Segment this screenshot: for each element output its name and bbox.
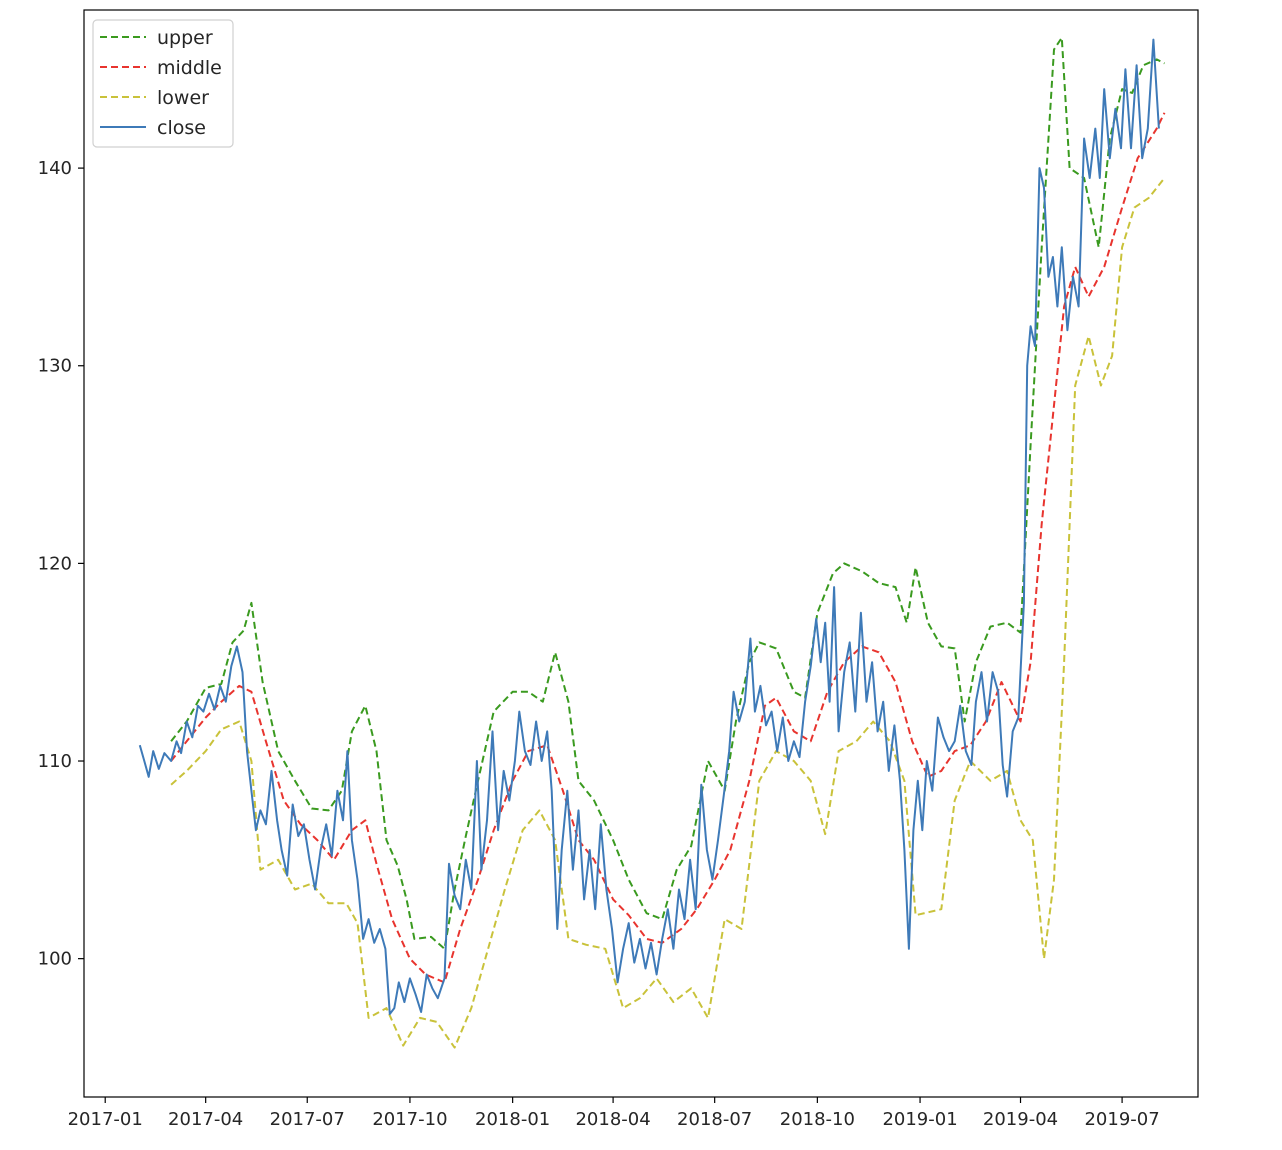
x-tick-label: 2017-10 (372, 1109, 447, 1130)
y-axis: 100 110 120 130 140 (38, 158, 84, 970)
legend-label-close: close (157, 117, 206, 139)
plot-frame (83, 9, 1199, 1098)
legend-label-middle: middle (157, 57, 222, 79)
x-tick-label: 2017-01 (68, 1109, 143, 1130)
x-tick-label: 2018-04 (575, 1109, 650, 1130)
series-middle-line (170, 112, 1166, 984)
x-axis: 2017-01 2017-04 2017-07 2017-10 2018-01 2018-… (68, 1097, 1160, 1130)
y-tick-label: 110 (38, 751, 72, 772)
x-tick-label: 2019-04 (983, 1109, 1058, 1130)
x-tick-label: 2017-07 (270, 1109, 345, 1130)
x-tick-label: 2019-07 (1084, 1109, 1159, 1130)
legend-label-lower: lower (157, 87, 209, 109)
x-tick-label: 2018-07 (677, 1109, 752, 1130)
x-tick-label: 2018-10 (780, 1109, 855, 1130)
series-close-line (138, 38, 1160, 1015)
y-tick-label: 130 (38, 356, 72, 377)
y-tick-label: 100 (38, 949, 72, 970)
legend-box (92, 19, 234, 148)
y-tick-label: 140 (38, 158, 72, 179)
legend-label-upper: upper (157, 27, 213, 49)
x-tick-label: 2017-04 (168, 1109, 243, 1130)
x-tick-label: 2018-01 (475, 1109, 550, 1130)
x-tick-label: 2019-01 (882, 1109, 957, 1130)
series-layer (138, 36, 1166, 1049)
legend: upper middle lower close (92, 19, 234, 148)
y-tick-label: 120 (38, 553, 72, 574)
series-lower-line (170, 177, 1166, 1049)
